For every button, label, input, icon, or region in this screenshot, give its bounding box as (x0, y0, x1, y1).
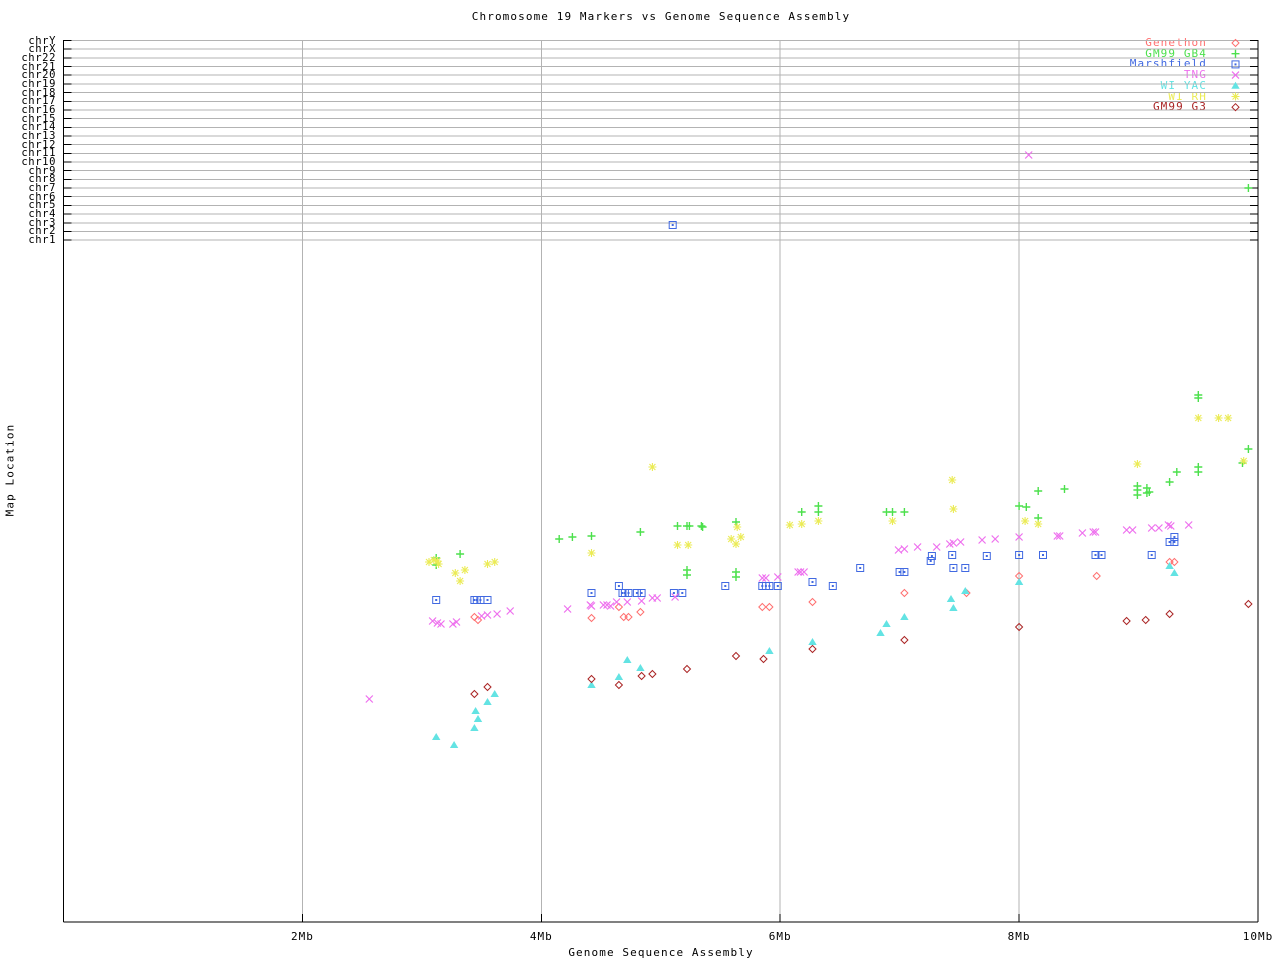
row-label-chr20: chr20 (21, 69, 56, 82)
row-label-chr13: chr13 (21, 129, 56, 142)
row-label-chr12: chr12 (21, 138, 56, 151)
row-label-chr4: chr4 (28, 208, 56, 221)
row-label-chr9: chr9 (28, 164, 56, 177)
row-label-chr16: chr16 (21, 103, 56, 116)
row-label-chr7: chr7 (28, 182, 56, 195)
series-wi-yac (432, 562, 1179, 748)
legend-label-tng: TNG (1183, 68, 1207, 82)
axes (63, 40, 1259, 923)
row-label-chr3: chr3 (28, 216, 56, 229)
legend-marker-gm99-gb4 (1230, 49, 1241, 59)
row-label-chr19: chr19 (21, 77, 56, 90)
data-points (365, 150, 1254, 748)
row-label-chr17: chr17 (21, 95, 56, 108)
x-tick-10mb: 10Mb (1242, 930, 1274, 943)
row-label-chr11: chr11 (21, 147, 56, 160)
series-wi-rh (424, 413, 1249, 586)
series-tng (365, 150, 1193, 704)
legend-label-wi-rh: WI RH (1168, 89, 1207, 103)
row-label-chr14: chr14 (21, 121, 56, 134)
x-tick-2mb: 2Mb (290, 930, 314, 943)
gridlines (63, 40, 1258, 922)
row-label-chr15: chr15 (21, 112, 56, 125)
legend-label-marshfield: Marshfield (1129, 57, 1207, 71)
row-label-chr6: chr6 (28, 190, 56, 203)
row-label-chr21: chr21 (21, 60, 56, 73)
legend-marker-wi-yac (1231, 81, 1240, 89)
x-tick-8mb: 8Mb (1007, 930, 1031, 943)
x-tick-4mb: 4Mb (529, 930, 553, 943)
row-label-chr22: chr22 (21, 51, 56, 64)
x-tick-6mb: 6Mb (768, 930, 792, 943)
row-label-chr1: chr1 (28, 234, 56, 247)
row-label-chr8: chr8 (28, 173, 56, 186)
row-label-chr18: chr18 (21, 86, 56, 99)
series-genethon (470, 558, 1179, 624)
row-label-chrX: chrX (28, 43, 56, 56)
row-label-chr2: chr2 (28, 225, 56, 238)
legend-label-genethon: Genethon (1145, 36, 1207, 49)
legend-marker-wi-rh (1230, 91, 1241, 102)
row-label-chrY: chrY (28, 34, 56, 47)
row-label-chr10: chr10 (21, 156, 56, 169)
legend-label-gm99-g3: GM99 G3 (1152, 100, 1207, 114)
series-marshfield (432, 221, 1179, 604)
x-axis-label: Genome Sequence Assembly (568, 946, 754, 959)
legend-label-wi-yac: WI YAC (1160, 78, 1207, 92)
series-gm99-g3 (470, 600, 1253, 698)
legend-label-gm99-gb4: GM99 GB4 (1145, 46, 1207, 60)
series-gm99-gb4 (431, 183, 1254, 582)
row-label-chr5: chr5 (28, 199, 56, 212)
chromosome-row-labels: chrY chrX chr22 chr21 chr20 chr19 chr18 chr17 ch… (0, 0, 59, 260)
chart-title: Chromosome 19 Markers vs Genome Sequence… (471, 10, 851, 23)
